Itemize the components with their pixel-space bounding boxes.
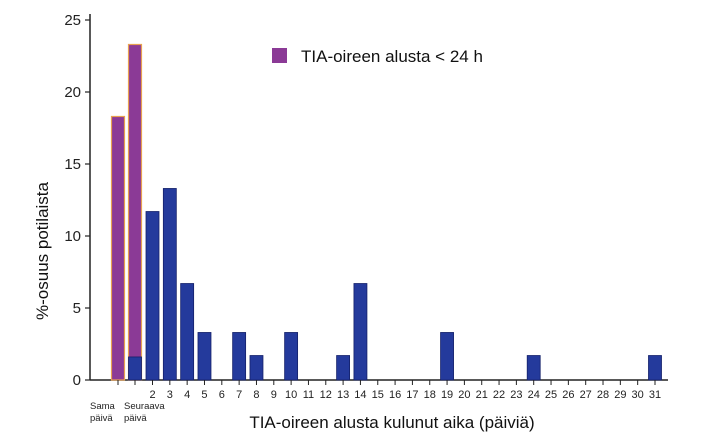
bar-days	[232, 332, 247, 381]
x-tick-label: 6	[219, 389, 225, 401]
x-tick-label: 9	[271, 389, 277, 401]
bar-days	[284, 332, 299, 381]
x-axis-title: TIA-oireen alusta kulunut aika (päiviä)	[249, 413, 534, 432]
x-tick-label: 19	[441, 389, 453, 401]
x-tick-label: 4	[184, 389, 190, 401]
x-tick-label: Sama	[90, 401, 116, 412]
bar-days	[128, 356, 142, 381]
x-tick-label: päivä	[124, 413, 147, 424]
x-tick-label: 21	[476, 389, 488, 401]
y-axis-title: %-osuus potilaista	[33, 181, 52, 320]
y-tick-label: 20	[64, 84, 81, 101]
y-tick-label: 0	[73, 372, 81, 389]
x-tick-label: 16	[389, 389, 401, 401]
bar-lt24h	[127, 43, 143, 381]
x-tick-label: 3	[167, 389, 173, 401]
x-tick-label: 2	[149, 389, 155, 401]
x-tick-label: päivä	[90, 413, 113, 424]
x-tick-label: 8	[253, 389, 259, 401]
bar-days	[440, 332, 454, 381]
x-tick-label: 22	[493, 389, 505, 401]
x-tick-label: 10	[285, 389, 297, 401]
x-tick-label: 12	[320, 389, 332, 401]
x-tick-label: 11	[303, 389, 314, 401]
y-tick-label: 25	[64, 12, 81, 29]
x-tick-label: 27	[580, 389, 592, 401]
bar-days	[197, 332, 212, 381]
y-tick-label: 5	[73, 300, 81, 317]
x-tick-label: 28	[597, 389, 609, 401]
x-tick-label: 17	[406, 389, 418, 401]
bar-days	[162, 188, 177, 381]
bar-days	[249, 355, 264, 381]
y-tick-label: 10	[64, 228, 81, 245]
bar-days	[336, 355, 351, 381]
bar-days	[526, 355, 541, 381]
bar-days	[180, 283, 195, 381]
x-tick-label: Seuraava	[124, 401, 165, 412]
bar-days	[648, 355, 662, 381]
legend-label: TIA-oireen alusta < 24 h	[301, 47, 483, 66]
x-tick-label: 24	[528, 389, 540, 401]
x-tick-label: 5	[201, 389, 207, 401]
x-tick-label: 23	[510, 389, 522, 401]
x-tick-label: 31	[649, 389, 661, 401]
x-tick-label: 29	[614, 389, 626, 401]
x-tick-label: 7	[236, 389, 242, 401]
legend: TIA-oireen alusta < 24 h	[272, 47, 483, 66]
bars	[110, 43, 662, 381]
x-tick-label: 26	[562, 389, 574, 401]
bar-lt24h	[110, 115, 126, 381]
y-tick-label: 15	[64, 156, 81, 173]
x-tick-label: 20	[458, 389, 470, 401]
x-tick-label: 13	[337, 389, 349, 401]
x-tick-label: 14	[354, 389, 366, 401]
x-tick-label: 25	[545, 389, 557, 401]
y-ticks: 0 5 10 15 20 25	[64, 12, 90, 389]
x-tick-label: 30	[632, 389, 644, 401]
x-tick-label: 18	[424, 389, 436, 401]
bar-days	[353, 283, 368, 381]
bar-days	[145, 211, 160, 381]
legend-swatch	[272, 48, 287, 63]
x-tick-label: 15	[372, 389, 384, 401]
